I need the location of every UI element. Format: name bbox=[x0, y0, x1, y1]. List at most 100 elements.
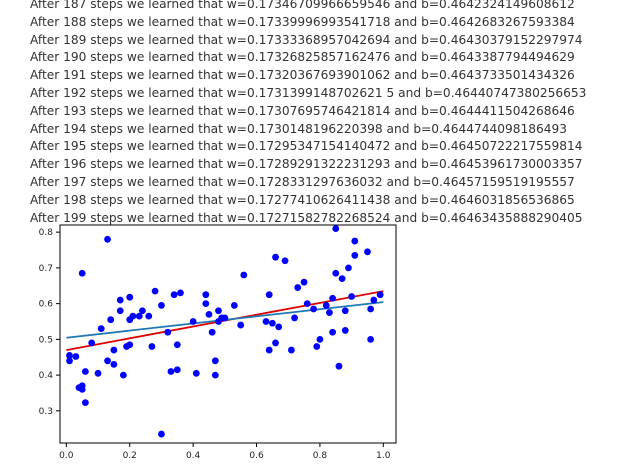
data-point bbox=[135, 312, 143, 320]
x-tick-label: 0.8 bbox=[313, 451, 328, 461]
data-point bbox=[351, 237, 359, 245]
log-line: After 197 steps we learned that w=0.1728… bbox=[30, 174, 575, 189]
log-line: After 188 steps we learned that w=0.1733… bbox=[30, 14, 575, 29]
y-tick-label: 0.8 bbox=[39, 228, 54, 238]
data-point bbox=[208, 328, 216, 336]
data-point bbox=[78, 385, 86, 393]
data-point bbox=[170, 291, 178, 299]
training-log: After 187 steps we learned that w=0.1734… bbox=[30, 0, 586, 227]
data-point bbox=[300, 278, 308, 286]
data-point bbox=[81, 368, 89, 375]
log-line: After 192 steps we learned that w=0.1731… bbox=[30, 85, 587, 100]
log-line: After 199 steps we learned that w=0.1727… bbox=[30, 210, 583, 225]
data-point bbox=[215, 307, 222, 315]
data-point bbox=[332, 269, 340, 277]
data-point bbox=[164, 328, 172, 336]
y-tick-label: 0.6 bbox=[39, 300, 54, 310]
x-tick-label: 0.2 bbox=[123, 451, 137, 461]
data-point bbox=[281, 257, 289, 265]
log-line: After 196 steps we learned that w=0.1728… bbox=[30, 157, 583, 172]
y-tick-label: 0.4 bbox=[39, 371, 54, 381]
data-point bbox=[126, 293, 134, 301]
data-point bbox=[313, 343, 321, 350]
data-point bbox=[78, 269, 86, 277]
data-point bbox=[192, 369, 200, 377]
data-point bbox=[230, 302, 238, 309]
data-point bbox=[205, 310, 213, 318]
data-point bbox=[148, 343, 156, 350]
data-point bbox=[332, 225, 340, 232]
data-point bbox=[158, 302, 165, 309]
x-tick-label: 0.6 bbox=[249, 451, 264, 461]
data-point bbox=[272, 253, 279, 261]
data-point bbox=[303, 300, 311, 308]
data-point bbox=[265, 346, 273, 354]
data-point bbox=[294, 284, 302, 291]
data-point bbox=[145, 312, 153, 320]
data-point bbox=[66, 357, 73, 365]
data-point bbox=[116, 296, 124, 304]
data-point bbox=[104, 235, 111, 243]
data-point bbox=[110, 360, 118, 368]
data-point bbox=[202, 291, 210, 299]
data-point bbox=[367, 335, 375, 343]
data-point bbox=[211, 357, 219, 365]
data-points bbox=[66, 225, 384, 438]
data-point bbox=[129, 312, 137, 320]
data-point bbox=[139, 307, 146, 315]
data-point bbox=[104, 357, 111, 365]
data-point bbox=[287, 346, 295, 354]
data-point bbox=[189, 318, 197, 325]
data-point bbox=[240, 271, 248, 279]
log-line: After 198 steps we learned that w=0.1727… bbox=[30, 192, 575, 207]
data-point bbox=[151, 287, 159, 295]
data-point bbox=[364, 248, 371, 256]
data-point bbox=[329, 328, 337, 336]
data-point bbox=[177, 289, 184, 297]
data-point bbox=[158, 430, 165, 438]
data-point bbox=[116, 307, 124, 315]
data-point bbox=[211, 371, 219, 379]
data-point bbox=[265, 291, 273, 299]
data-point bbox=[167, 368, 175, 375]
data-point bbox=[94, 369, 102, 377]
data-point bbox=[107, 316, 115, 324]
data-point bbox=[376, 291, 384, 299]
data-point bbox=[367, 305, 375, 313]
log-line: After 187 steps we learned that w=0.1734… bbox=[30, 0, 575, 11]
data-point bbox=[341, 327, 349, 334]
log-line: After 195 steps we learned that w=0.1729… bbox=[30, 139, 583, 154]
data-point bbox=[326, 309, 333, 316]
x-tick-label: 0.4 bbox=[186, 451, 201, 461]
data-point bbox=[272, 339, 279, 347]
data-point bbox=[345, 264, 352, 272]
data-point bbox=[237, 321, 245, 329]
data-point bbox=[335, 362, 343, 370]
data-point bbox=[329, 294, 337, 302]
data-point bbox=[348, 293, 356, 300]
data-point bbox=[97, 325, 105, 333]
y-tick-label: 0.7 bbox=[39, 264, 53, 274]
data-point bbox=[81, 399, 89, 407]
data-point bbox=[291, 314, 298, 322]
plot-area-frame bbox=[59, 224, 397, 444]
x-axis: 0.0 0.2 0.4 0.6 0.8 1.0 bbox=[59, 443, 391, 461]
data-point bbox=[66, 352, 73, 359]
data-point bbox=[88, 339, 96, 347]
data-point bbox=[173, 341, 181, 349]
data-point bbox=[338, 275, 346, 283]
data-point bbox=[202, 300, 210, 308]
data-point bbox=[310, 305, 317, 313]
data-point bbox=[316, 335, 324, 343]
log-line: After 189 steps we learned that w=0.1733… bbox=[30, 32, 583, 47]
data-point bbox=[119, 371, 127, 379]
data-point bbox=[173, 366, 181, 374]
data-point bbox=[262, 318, 270, 325]
log-line: After 190 steps we learned that w=0.1732… bbox=[30, 50, 575, 65]
data-point bbox=[341, 307, 349, 315]
data-point bbox=[275, 323, 283, 331]
data-point bbox=[322, 302, 330, 309]
x-tick-label: 1.0 bbox=[376, 451, 391, 461]
x-tick-label: 0.0 bbox=[59, 451, 74, 461]
